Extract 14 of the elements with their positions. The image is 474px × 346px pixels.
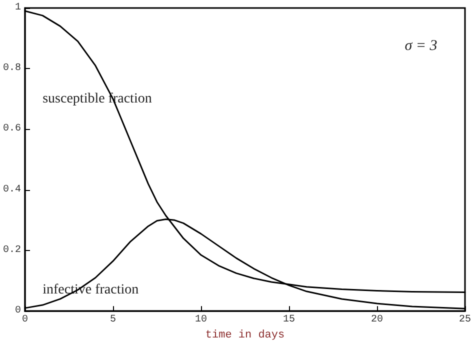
y-tick-label: 0.8 <box>2 63 22 74</box>
y-tick-label: 0.4 <box>2 184 22 196</box>
x-tick-label: 15 <box>282 314 296 326</box>
x-tick-label: 25 <box>458 314 472 326</box>
x-axis-title: time in days <box>205 330 285 342</box>
y-tick-label: 0 <box>14 306 22 317</box>
y-tick-label: 0.2 <box>2 244 22 256</box>
y-tick-label: 0.6 <box>2 124 22 135</box>
x-tick-label: 5 <box>110 314 116 326</box>
x-tick-label: 0 <box>22 314 28 326</box>
annotation: σ = 3 <box>404 38 438 54</box>
x-tick-label: 10 <box>194 314 208 326</box>
y-tick-label: 1 <box>14 2 22 14</box>
x-tick-label: 20 <box>370 314 384 326</box>
